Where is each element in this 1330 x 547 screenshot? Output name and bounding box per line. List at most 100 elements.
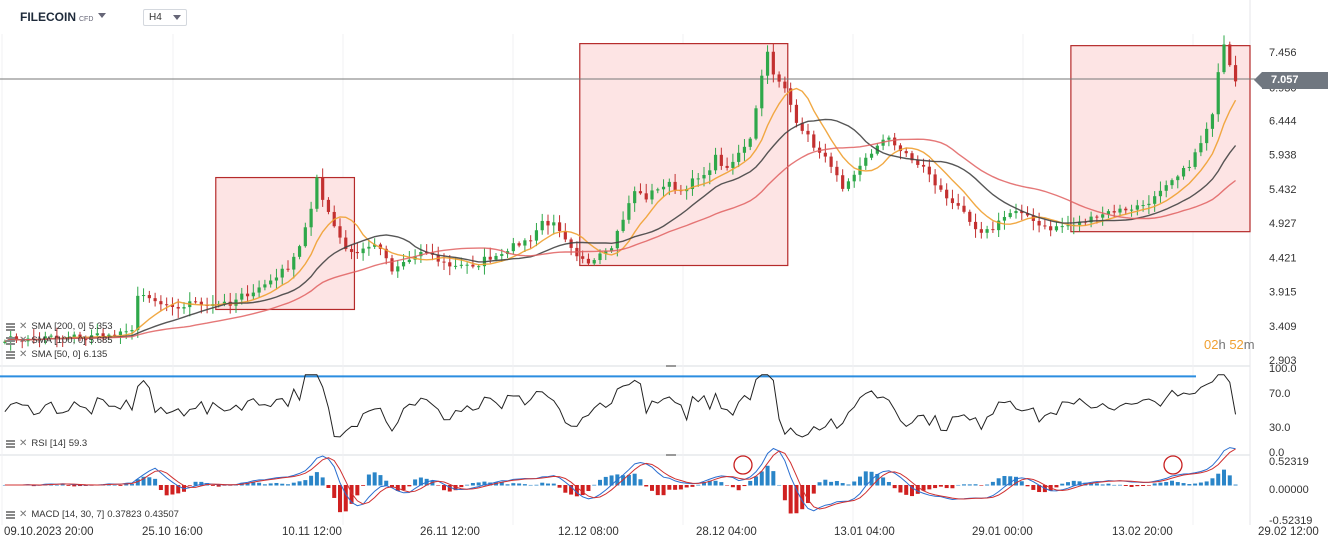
candle-body [1008, 213, 1012, 217]
macd-histogram-bar [788, 485, 793, 514]
macd-histogram-bar [782, 485, 787, 501]
macd-histogram-bar [1019, 481, 1024, 486]
candle-body [159, 301, 163, 305]
chart-toolbar: FILECOIN CFD H4 [0, 0, 1330, 34]
candle-body [627, 203, 631, 220]
macd-histogram-bar [990, 481, 995, 486]
macd-histogram-bar [199, 481, 204, 486]
candle-body [1135, 205, 1139, 210]
close-icon[interactable]: ✕ [19, 335, 28, 346]
macd-histogram-bar [517, 483, 522, 486]
candle-body [517, 243, 521, 246]
sma50-legend[interactable]: ✕ SMA [50, 0] 6.135 [6, 349, 107, 360]
macd-histogram-bar [846, 484, 851, 486]
instrument-selector[interactable]: FILECOIN CFD [20, 10, 93, 24]
countdown-m-unit: m [1243, 337, 1255, 352]
macd-histogram-bar [1094, 483, 1099, 486]
rsi-tick-label: 30.0 [1269, 422, 1290, 434]
macd-histogram-bar [869, 471, 874, 486]
candle-body [165, 304, 169, 306]
macd-histogram-bar [904, 485, 909, 495]
candle-body [523, 240, 527, 246]
sma200-legend[interactable]: ✕ SMA [200, 0] 5.353 [6, 321, 113, 332]
macd-histogram-bar [216, 485, 221, 487]
rsi-legend[interactable]: ✕ RSI [14] 59.3 [6, 438, 87, 449]
macd-histogram-bar [476, 482, 481, 486]
macd-histogram-bar [326, 485, 331, 488]
macd-histogram-bar [811, 485, 816, 494]
macd-histogram-bar [690, 485, 695, 487]
macd-histogram-bar [632, 473, 637, 486]
macd-histogram-bar [413, 479, 418, 486]
candle-body [841, 175, 845, 189]
close-icon[interactable]: ✕ [19, 509, 28, 520]
menu-icon[interactable] [6, 350, 15, 359]
candle-body [615, 230, 619, 249]
time-tick-label: 29.01 00:00 [972, 526, 1033, 538]
candle-body [737, 152, 741, 162]
candle-body [702, 174, 706, 179]
macd-histogram-bar [251, 482, 256, 486]
candle-body [800, 122, 804, 131]
macd-histogram-bar [742, 485, 747, 487]
macd-legend[interactable]: ✕ MACD [14, 30, 7] 0.37823 0.43507 [6, 509, 179, 520]
macd-histogram-bar [1222, 469, 1226, 486]
time-tick-label: 28.12 04:00 [696, 526, 757, 538]
candle-body [1176, 176, 1180, 181]
candle-body [113, 334, 117, 336]
candle-body [991, 229, 995, 231]
candle-body [453, 265, 458, 267]
candle-body [1199, 143, 1203, 153]
candle-body [933, 174, 937, 186]
menu-icon[interactable] [6, 322, 15, 331]
menu-icon[interactable] [6, 510, 15, 519]
macd-histogram-bar [78, 485, 82, 487]
macd-histogram-bar [1060, 483, 1065, 486]
candle-body [1181, 167, 1186, 177]
menu-icon[interactable] [6, 336, 15, 345]
candle-body [55, 335, 59, 338]
close-icon[interactable]: ✕ [19, 321, 28, 332]
candle-body [789, 88, 793, 105]
chevron-down-icon [173, 15, 181, 20]
timeframe-selector[interactable]: H4 [143, 9, 187, 26]
macd-histogram-bar [1129, 485, 1134, 487]
close-icon[interactable]: ✕ [19, 438, 28, 449]
macd-histogram-bar [407, 485, 412, 487]
macd-histogram-bar [286, 484, 290, 486]
macd-histogram-bar [291, 482, 296, 486]
candle-body [1187, 166, 1191, 168]
candle-body [667, 181, 671, 187]
macd-histogram-bar [852, 481, 857, 486]
macd-histogram-bar [124, 483, 129, 486]
candle-body [407, 259, 411, 263]
macd-histogram-bar [748, 480, 753, 486]
sma100-legend[interactable]: ✕ SMA [100, 0] 5.685 [6, 335, 113, 346]
menu-icon[interactable] [6, 439, 15, 448]
macd-histogram-bar [66, 485, 71, 486]
macd-histogram-bar [586, 485, 591, 492]
macd-histogram-bar [534, 484, 539, 486]
candle-body [904, 151, 908, 154]
macd-histogram-bar [967, 484, 972, 486]
candle-body [1193, 152, 1197, 167]
candle-body [373, 244, 377, 247]
candle-body [1222, 44, 1226, 73]
candle-body [950, 198, 955, 204]
candle-body [292, 256, 296, 270]
candle-body [916, 160, 920, 165]
macd-histogram-bar [886, 481, 891, 486]
close-icon[interactable]: ✕ [19, 349, 28, 360]
candle-body [124, 331, 128, 333]
candle-body [1210, 114, 1215, 129]
candle-body [939, 185, 943, 190]
candle-body [193, 301, 198, 303]
chevron-down-icon[interactable] [98, 13, 106, 18]
candle-body [534, 230, 539, 241]
macd-histogram-bar [626, 474, 631, 486]
macd-histogram-bar [453, 485, 458, 491]
macd-histogram-bar [725, 485, 730, 486]
candle-body [812, 134, 816, 148]
candle-body [367, 246, 371, 249]
